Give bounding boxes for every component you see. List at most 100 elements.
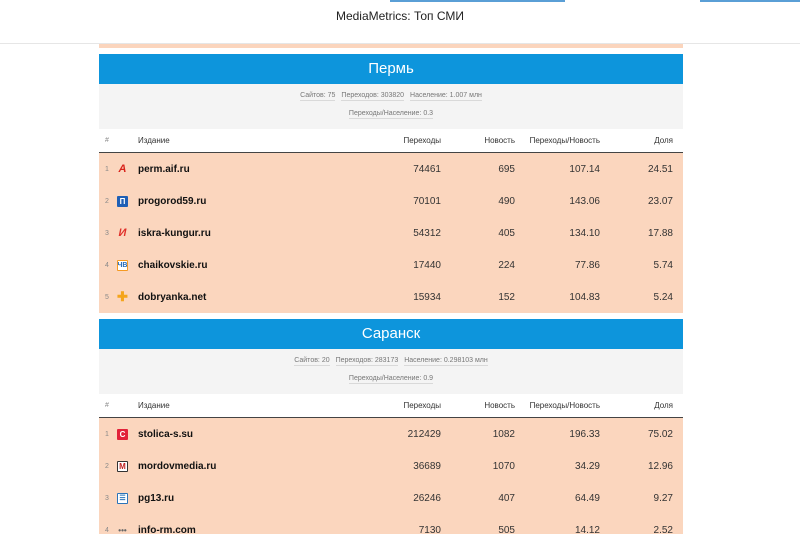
row-num: 3: [105, 229, 109, 237]
aif-icon: А: [118, 163, 127, 175]
site-link[interactable]: iskra-kungur.ru: [138, 227, 211, 239]
cell-share: 75.02: [647, 428, 673, 440]
pg13-icon: ☰: [117, 492, 128, 504]
cell-ratio: 64.49: [574, 492, 600, 504]
cell-news: 490: [498, 195, 515, 207]
site-link[interactable]: dobryanka.net: [138, 291, 207, 303]
table-row: 3 ☰ pg13.ru 26246 407 64.49 9.27: [99, 482, 683, 514]
col-ratio[interactable]: Переходы/Новость: [529, 401, 600, 410]
cell-news: 1070: [492, 460, 515, 472]
col-news[interactable]: Новость: [484, 401, 515, 410]
stat-transitions: Переходов: 303820: [341, 92, 405, 101]
page-title: MediaMetrics: Топ СМИ: [335, 9, 465, 23]
stat-sites: Сайтов: 20: [294, 357, 330, 366]
cell-news: 1082: [492, 428, 515, 440]
table-row: 1 С stolica-s.su 212429 1082 196.33 75.0…: [99, 418, 683, 450]
cell-news: 505: [498, 524, 515, 534]
cell-perehody: 17440: [413, 259, 441, 271]
stat-ratio: Переходы/Население: 0.9: [348, 375, 434, 384]
cell-share: 2.52: [653, 524, 673, 534]
table-row: 2 М mordovmedia.ru 36689 1070 34.29 12.9…: [99, 450, 683, 482]
cell-ratio: 134.10: [569, 227, 600, 239]
content: Пермь Сайтов: 75 Переходов: 303820 Насел…: [99, 44, 683, 534]
site-link[interactable]: stolica-s.su: [138, 428, 194, 440]
row-num: 4: [105, 261, 109, 269]
cell-news: 407: [498, 492, 515, 504]
cell-perehody: 70101: [413, 195, 441, 207]
top-accent-line: [390, 0, 565, 2]
col-num: #: [105, 402, 109, 409]
col-name[interactable]: Издание: [138, 401, 170, 410]
cell-perehody: 7130: [418, 524, 441, 534]
region-perm: Пермь Сайтов: 75 Переходов: 303820 Насел…: [99, 54, 683, 313]
site-link[interactable]: mordovmedia.ru: [138, 460, 217, 472]
region-saransk: Саранск Сайтов: 20 Переходов: 283173 Нас…: [99, 319, 683, 534]
cell-share: 23.07: [647, 195, 673, 207]
mordovmedia-icon: М: [117, 460, 128, 472]
cell-ratio: 107.14: [569, 163, 600, 175]
site-link[interactable]: progorod59.ru: [138, 195, 207, 207]
stat-sites: Сайтов: 75: [300, 92, 336, 101]
row-num: 4: [105, 526, 109, 534]
top-bar: MediaMetrics: Топ СМИ: [0, 0, 800, 44]
site-link[interactable]: pg13.ru: [138, 492, 175, 504]
col-share[interactable]: Доля: [654, 136, 673, 145]
row-num: 3: [105, 494, 109, 502]
cell-news: 152: [498, 291, 515, 303]
cell-share: 5.24: [653, 291, 673, 303]
row-num: 1: [105, 430, 109, 438]
iskra-icon: И: [118, 227, 127, 239]
stat-population: Население: 1.007 млн: [410, 92, 482, 101]
row-num: 2: [105, 197, 109, 205]
cell-perehody: 36689: [413, 460, 441, 472]
col-share[interactable]: Доля: [654, 401, 673, 410]
cell-perehody: 54312: [413, 227, 441, 239]
site-link[interactable]: chaikovskie.ru: [138, 259, 208, 271]
col-news[interactable]: Новость: [484, 136, 515, 145]
region-stats: Сайтов: 20 Переходов: 283173 Население: …: [99, 349, 683, 394]
cell-news: 695: [498, 163, 515, 175]
cell-perehody: 15934: [413, 291, 441, 303]
stat-population: Население: 0.298103 млн: [404, 357, 488, 366]
cell-perehody: 74461: [413, 163, 441, 175]
row-num: 5: [105, 293, 109, 301]
cell-ratio: 14.12: [574, 524, 600, 534]
col-perehody[interactable]: Переходы: [403, 401, 441, 410]
chaikovskie-icon: ЧВ: [117, 259, 128, 271]
table-header: # Издание Переходы Новость Переходы/Ново…: [99, 394, 683, 418]
stat-transitions: Переходов: 283173: [335, 357, 399, 366]
cell-ratio: 34.29: [574, 460, 600, 472]
region-stats: Сайтов: 75 Переходов: 303820 Население: …: [99, 84, 683, 129]
dobryanka-icon: ✚: [117, 289, 128, 304]
table-header: # Издание Переходы Новость Переходы/Ново…: [99, 129, 683, 153]
info-rm-icon: •••: [118, 525, 127, 534]
row-num: 2: [105, 462, 109, 470]
table-row: 5 ✚ dobryanka.net 15934 152 104.83 5.24: [99, 281, 683, 313]
table-row: 4 ••• info-rm.com 7130 505 14.12 2.52: [99, 514, 683, 534]
row-num: 1: [105, 165, 109, 173]
col-num: #: [105, 137, 109, 144]
col-perehody[interactable]: Переходы: [403, 136, 441, 145]
col-name[interactable]: Издание: [138, 136, 170, 145]
region-header[interactable]: Пермь: [99, 54, 683, 84]
cell-ratio: 143.06: [569, 195, 600, 207]
previous-table-end: [99, 44, 683, 48]
site-link[interactable]: info-rm.com: [138, 524, 196, 534]
table-row: 4 ЧВ chaikovskie.ru 17440 224 77.86 5.74: [99, 249, 683, 281]
cell-share: 9.27: [653, 492, 673, 504]
stat-ratio: Переходы/Население: 0.3: [348, 110, 434, 119]
cell-share: 24.51: [647, 163, 673, 175]
top-accent-line: [700, 0, 800, 2]
site-link[interactable]: perm.aif.ru: [138, 163, 190, 175]
cell-news: 405: [498, 227, 515, 239]
cell-ratio: 196.33: [569, 428, 600, 440]
col-ratio[interactable]: Переходы/Новость: [529, 136, 600, 145]
cell-perehody: 212429: [407, 428, 441, 440]
cell-news: 224: [498, 259, 515, 271]
region-header[interactable]: Саранск: [99, 319, 683, 349]
table-row: 2 П progorod59.ru 70101 490 143.06 23.07: [99, 185, 683, 217]
table-row: 3 И iskra-kungur.ru 54312 405 134.10 17.…: [99, 217, 683, 249]
cell-ratio: 77.86: [574, 259, 600, 271]
table-row: 1 А perm.aif.ru 74461 695 107.14 24.51: [99, 153, 683, 185]
